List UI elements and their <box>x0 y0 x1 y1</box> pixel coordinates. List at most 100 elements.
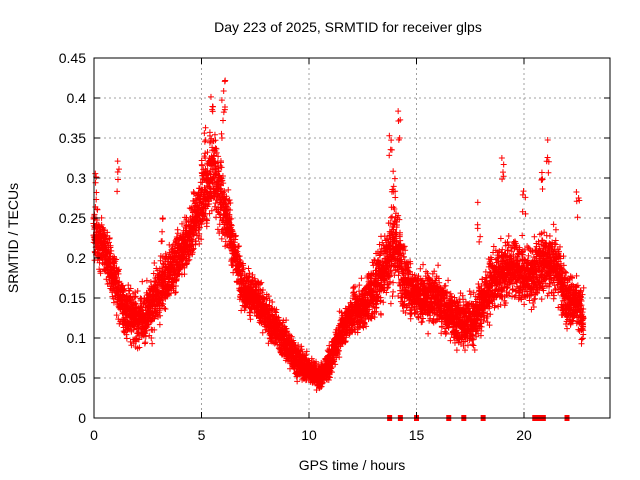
data-point <box>107 250 114 257</box>
data-point <box>173 277 180 284</box>
data-point <box>198 236 205 243</box>
data-point <box>247 316 254 323</box>
data-point <box>208 207 215 214</box>
data-point <box>234 248 241 255</box>
data-point <box>425 330 432 337</box>
data-point <box>236 253 243 260</box>
data-point <box>227 207 234 214</box>
data-point <box>390 279 397 286</box>
data-point <box>114 274 121 281</box>
data-point <box>131 294 138 301</box>
data-point <box>175 242 182 249</box>
data-point <box>228 215 235 222</box>
data-point <box>123 331 130 338</box>
data-point <box>211 131 218 138</box>
data-point <box>218 235 225 242</box>
data-point <box>155 272 162 279</box>
data-point <box>108 247 115 254</box>
data-point <box>407 315 414 322</box>
data-point <box>130 326 137 333</box>
data-point <box>198 162 205 169</box>
data-point <box>228 221 235 228</box>
data-point <box>222 238 229 245</box>
data-point <box>203 188 210 195</box>
data-point <box>232 232 239 239</box>
data-point <box>225 186 232 193</box>
data-point <box>134 288 141 295</box>
data-point <box>176 266 183 273</box>
data-point <box>201 153 208 160</box>
data-point <box>121 285 128 292</box>
data-point <box>142 339 149 346</box>
data-point <box>138 306 145 313</box>
data-point <box>142 333 149 340</box>
data-point <box>110 299 117 306</box>
data-point <box>97 268 104 275</box>
data-point <box>166 241 173 248</box>
data-point <box>190 245 197 252</box>
data-point <box>196 232 203 239</box>
data-point <box>445 277 452 284</box>
data-point <box>218 188 225 195</box>
data-point <box>464 342 471 349</box>
data-point <box>147 279 154 286</box>
data-point <box>159 300 166 307</box>
data-point <box>419 318 426 325</box>
data-point <box>179 220 186 227</box>
data-point <box>147 318 154 325</box>
chart-title: Day 223 of 2025, SRMTID for receiver glp… <box>214 19 482 35</box>
data-point <box>387 300 394 307</box>
data-point <box>150 270 157 277</box>
data-point <box>113 312 120 319</box>
data-point <box>470 342 477 349</box>
data-point <box>218 164 225 171</box>
data-point <box>172 289 179 296</box>
data-point <box>210 194 217 201</box>
data-point <box>471 347 478 354</box>
data-point <box>236 243 243 250</box>
data-point <box>127 285 134 292</box>
data-point <box>152 278 159 285</box>
data-point <box>161 305 168 312</box>
data-point <box>215 153 222 160</box>
data-point <box>221 188 228 195</box>
data-point <box>172 289 179 296</box>
data-point <box>443 329 450 336</box>
data-point <box>115 281 122 288</box>
data-point <box>136 344 143 351</box>
data-point <box>212 164 219 171</box>
data-point <box>219 172 226 179</box>
data-point <box>189 249 196 256</box>
data-point <box>196 240 203 247</box>
data-point <box>181 264 188 271</box>
data-point <box>132 300 139 307</box>
data-point <box>156 321 163 328</box>
data-point <box>157 312 164 319</box>
data-point <box>203 223 210 230</box>
data-point <box>151 260 158 267</box>
data-point <box>148 334 155 341</box>
data-point <box>100 226 107 233</box>
data-point <box>116 278 123 285</box>
data-point <box>234 279 241 286</box>
data-point <box>420 261 427 268</box>
data-point <box>123 335 130 342</box>
data-point <box>162 306 169 313</box>
data-point <box>204 217 211 224</box>
data-point <box>245 265 252 272</box>
data-point <box>125 282 132 289</box>
data-point <box>356 282 363 289</box>
data-point <box>164 291 171 298</box>
data-point <box>209 180 216 187</box>
grid-lines <box>94 58 610 418</box>
data-point <box>143 277 150 284</box>
data-point <box>143 327 150 334</box>
data-point <box>104 239 111 246</box>
data-point <box>259 329 266 336</box>
data-point <box>139 278 146 285</box>
data-point <box>212 137 219 144</box>
data-point <box>387 214 394 221</box>
data-point <box>106 234 113 241</box>
data-point <box>185 257 192 264</box>
